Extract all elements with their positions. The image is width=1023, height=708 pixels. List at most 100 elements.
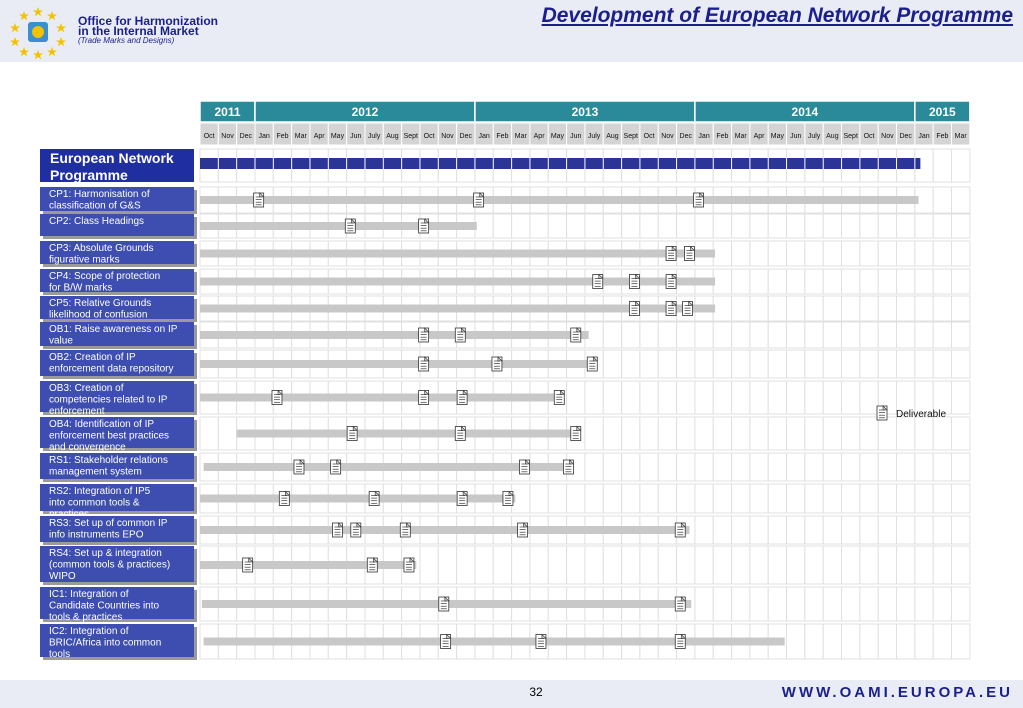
month-label: Dec — [899, 133, 912, 140]
grid-cell — [859, 349, 879, 379]
row-label-line: for B/W marks — [49, 283, 112, 294]
row-label-line: competencies related to IP — [49, 395, 168, 406]
grid-cell — [786, 213, 806, 239]
grid-cell — [951, 240, 971, 267]
deliverable-icon — [553, 389, 565, 405]
task-bar — [200, 249, 716, 258]
month-label: May — [331, 133, 345, 140]
row-label-line: OB4: Identification of IP — [49, 419, 154, 430]
grid-cell — [731, 321, 751, 349]
month-label: Oct — [204, 133, 215, 140]
page-title: Development of European Network Programm… — [541, 4, 1013, 27]
grid-cell — [951, 545, 971, 585]
month-label: Nov — [881, 133, 894, 140]
grid-cell — [822, 623, 843, 660]
grid-cell — [621, 483, 641, 514]
grid-cell — [676, 416, 696, 451]
grid-cell — [914, 268, 934, 295]
grid-cell — [877, 483, 898, 514]
year-label: 2012 — [352, 105, 379, 119]
grid-cell — [694, 380, 714, 415]
grid-cell — [932, 545, 953, 585]
grid-cell — [877, 240, 898, 267]
grid-cell — [786, 268, 806, 295]
grid-cell — [877, 268, 898, 295]
grid-cell — [859, 515, 879, 545]
row-label-line: CP4: Scope of protection — [49, 271, 160, 282]
row-label-bg — [40, 322, 194, 346]
grid-cell — [896, 515, 916, 545]
grid-cell — [676, 483, 696, 514]
row-label-line: tools & practices — [49, 612, 122, 623]
grid-cell — [731, 483, 751, 514]
grid-cell — [859, 295, 879, 322]
year-label: 2015 — [929, 105, 956, 119]
task-bar — [200, 494, 516, 503]
row-label-line: RS2: Integration of IP5 — [49, 486, 151, 497]
task-bar — [203, 463, 571, 471]
grid-cell — [804, 213, 824, 239]
row-label-line: CP5: Relative Grounds — [49, 298, 151, 309]
grid-cell — [859, 545, 879, 585]
grid-cell — [731, 452, 751, 482]
grid-cell — [749, 545, 769, 585]
grid-cell — [786, 416, 806, 451]
ohim-logo-icon — [10, 7, 66, 60]
grid-cell — [749, 452, 769, 482]
grid-cell — [859, 452, 879, 482]
task-bar — [200, 304, 716, 313]
grid-cell — [621, 380, 641, 415]
grid-cell — [639, 483, 659, 514]
row-label-line: classification of G&S — [49, 201, 141, 212]
grid-cell — [877, 545, 898, 585]
grid-cell — [914, 483, 934, 514]
deliverable-icon — [330, 459, 342, 475]
month-label: July — [588, 133, 601, 140]
month-label: Jan — [698, 133, 709, 140]
grid-cell — [841, 240, 861, 267]
month-label: Oct — [424, 133, 435, 140]
grid-cell — [914, 321, 934, 349]
grid-cell — [914, 295, 934, 322]
grid-cell — [896, 586, 916, 622]
deliverable-icon — [368, 490, 380, 506]
legend-label: Deliverable — [896, 409, 946, 420]
row-label-line: OB1: Raise awareness on IP — [49, 324, 178, 335]
grid-cell — [804, 545, 824, 585]
grid-cell — [841, 321, 861, 349]
row-label-line: enforcement data repository — [49, 364, 174, 375]
grid-cell — [786, 545, 806, 585]
grid-cell — [621, 416, 641, 451]
grid-cell — [932, 515, 953, 545]
row-label-line: RS4: Set up & integration — [49, 548, 162, 559]
deliverable-icon — [332, 522, 344, 538]
grid-cell — [676, 452, 696, 482]
grid-cell — [474, 545, 494, 585]
grid-cell — [639, 349, 659, 379]
row-label-line: RS1: Stakeholder relations — [49, 455, 168, 466]
grid-cell — [859, 268, 879, 295]
grid-cell — [657, 452, 678, 482]
row-label-bg — [40, 453, 194, 479]
grid-cell — [822, 545, 843, 585]
row-label-bg — [40, 484, 194, 511]
grid-cell — [676, 213, 696, 239]
grid-cell — [841, 416, 861, 451]
grid-cell — [914, 240, 934, 267]
grid-cell — [914, 586, 934, 622]
row-label-line: figurative marks — [49, 255, 120, 266]
row-label-bg — [40, 381, 194, 412]
deliverable-icon — [271, 389, 283, 405]
row-label-bg — [40, 214, 194, 236]
grid-cell — [822, 586, 843, 622]
grid-cell — [712, 240, 733, 267]
grid-cell — [951, 586, 971, 622]
grid-cell — [749, 483, 769, 514]
grid-cell — [877, 295, 898, 322]
grid-cell — [712, 483, 733, 514]
grid-cell — [657, 349, 678, 379]
grid-cell — [896, 452, 916, 482]
deliverable-icon — [366, 557, 379, 573]
row-label-line: and convergence — [49, 442, 126, 453]
grid-cell — [786, 240, 806, 267]
